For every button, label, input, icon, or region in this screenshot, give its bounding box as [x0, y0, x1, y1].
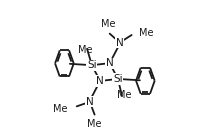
Text: Me: Me — [53, 104, 68, 114]
Text: N: N — [106, 58, 114, 68]
Text: Me: Me — [117, 89, 131, 100]
Text: Si: Si — [87, 60, 97, 70]
Text: Me: Me — [78, 45, 92, 55]
Text: N: N — [96, 76, 104, 86]
Text: Me: Me — [101, 19, 116, 29]
Text: Me: Me — [87, 119, 102, 129]
Text: Si: Si — [113, 74, 123, 84]
Text: N: N — [86, 97, 94, 107]
Text: Me: Me — [139, 28, 154, 38]
Text: N: N — [116, 38, 124, 48]
